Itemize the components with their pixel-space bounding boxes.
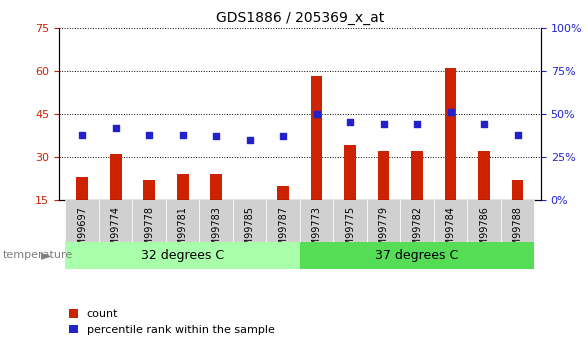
FancyBboxPatch shape <box>166 200 199 242</box>
Point <box>145 132 154 137</box>
FancyBboxPatch shape <box>65 200 99 242</box>
Point <box>379 121 388 127</box>
Text: GSM99773: GSM99773 <box>312 206 322 259</box>
Text: GSM99778: GSM99778 <box>144 206 154 259</box>
Text: temperature: temperature <box>3 250 73 260</box>
Text: GSM99781: GSM99781 <box>178 206 188 259</box>
Text: GSM99779: GSM99779 <box>379 206 389 259</box>
FancyBboxPatch shape <box>367 200 400 242</box>
FancyBboxPatch shape <box>400 200 434 242</box>
Text: GSM99786: GSM99786 <box>479 206 489 259</box>
Title: GDS1886 / 205369_x_at: GDS1886 / 205369_x_at <box>216 11 384 25</box>
Text: GSM99782: GSM99782 <box>412 206 422 259</box>
Bar <box>143 180 155 200</box>
Bar <box>110 154 122 200</box>
Point <box>111 125 121 130</box>
Point <box>245 137 255 142</box>
FancyBboxPatch shape <box>300 241 534 269</box>
Bar <box>445 68 456 200</box>
FancyBboxPatch shape <box>65 241 300 269</box>
Text: GSM99785: GSM99785 <box>245 206 255 259</box>
Legend: count, percentile rank within the sample: count, percentile rank within the sample <box>64 305 279 339</box>
Point <box>412 121 422 127</box>
Point <box>312 111 321 117</box>
FancyBboxPatch shape <box>434 200 467 242</box>
Text: GSM99788: GSM99788 <box>513 206 523 259</box>
Text: 32 degrees C: 32 degrees C <box>141 249 224 262</box>
Point <box>446 109 455 115</box>
Bar <box>76 177 88 200</box>
Point <box>212 134 221 139</box>
FancyBboxPatch shape <box>199 200 233 242</box>
Bar <box>411 151 423 200</box>
Text: 37 degrees C: 37 degrees C <box>376 249 459 262</box>
FancyBboxPatch shape <box>333 200 367 242</box>
Bar <box>344 146 356 200</box>
Point <box>178 132 188 137</box>
Bar <box>377 151 389 200</box>
FancyBboxPatch shape <box>501 200 534 242</box>
FancyBboxPatch shape <box>266 200 300 242</box>
Bar <box>211 174 222 200</box>
FancyBboxPatch shape <box>300 200 333 242</box>
Bar <box>278 186 289 200</box>
Text: GSM99783: GSM99783 <box>211 206 221 259</box>
FancyBboxPatch shape <box>467 200 501 242</box>
Point <box>345 120 355 125</box>
Bar <box>512 180 523 200</box>
FancyBboxPatch shape <box>132 200 166 242</box>
FancyBboxPatch shape <box>99 200 132 242</box>
Text: GSM99784: GSM99784 <box>446 206 456 259</box>
Bar <box>478 151 490 200</box>
Point <box>479 121 489 127</box>
Point <box>279 134 288 139</box>
Text: GSM99697: GSM99697 <box>77 206 87 259</box>
Point <box>513 132 522 137</box>
FancyBboxPatch shape <box>233 200 266 242</box>
Point <box>78 132 87 137</box>
Text: GSM99787: GSM99787 <box>278 206 288 259</box>
Text: GSM99774: GSM99774 <box>111 206 121 259</box>
Text: GSM99775: GSM99775 <box>345 206 355 259</box>
Bar <box>311 77 322 200</box>
Text: ►: ► <box>41 248 52 262</box>
Bar <box>177 174 189 200</box>
